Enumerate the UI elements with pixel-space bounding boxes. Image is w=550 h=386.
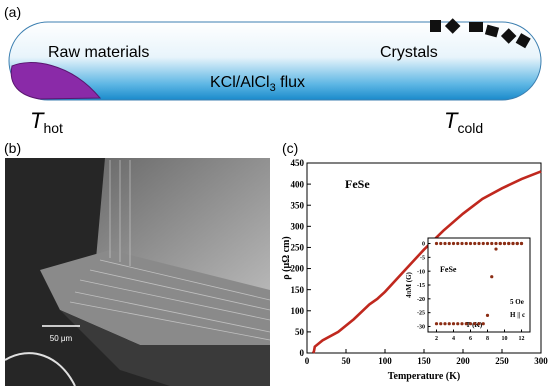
t-symbol: T <box>30 108 45 133</box>
flux-label: KCl/AlCl3 flux <box>210 74 305 94</box>
x-tick-label: 100 <box>378 356 392 366</box>
data-point <box>485 241 490 246</box>
y-tick-label: -10 <box>417 269 425 275</box>
data-point <box>494 241 498 246</box>
panel-label: (a) <box>4 4 21 20</box>
sem-image: 50 μm <box>4 158 271 386</box>
y-axis-label: 4πM (G) <box>405 271 413 297</box>
x-tick-label: 6 <box>469 336 472 342</box>
annotation: FeSe <box>440 265 457 274</box>
y-tick-label: 0 <box>300 348 305 358</box>
x-axis-label: Temperature (K) <box>388 371 461 382</box>
raw-material <box>10 62 102 100</box>
y-tick-label: -20 <box>417 297 425 303</box>
data-point <box>460 322 464 326</box>
y-tick-label: -25 <box>417 311 425 317</box>
data-point <box>468 241 473 246</box>
data-point <box>502 241 507 246</box>
y-tick-label: 200 <box>291 264 305 274</box>
data-point <box>485 313 490 318</box>
x-tick-label: 0 <box>305 356 310 366</box>
t-symbol: T <box>444 108 459 133</box>
x-tick-label: 250 <box>495 356 509 366</box>
x-tick-label: 2 <box>435 336 438 342</box>
panel-label: (b) <box>4 140 21 156</box>
data-point <box>464 241 468 246</box>
data-point <box>468 322 473 326</box>
data-point <box>519 241 524 246</box>
x-tick-label: 300 <box>534 356 548 366</box>
data-point <box>451 322 456 326</box>
t-hot: Thot <box>30 108 63 136</box>
data-point <box>498 241 502 246</box>
y-tick-label: -15 <box>417 283 425 289</box>
flux-subscript: 3 <box>270 82 276 94</box>
data-point <box>443 322 447 326</box>
data-point <box>447 241 451 246</box>
data-point <box>439 322 443 326</box>
data-point <box>481 241 485 246</box>
data-point <box>447 322 451 326</box>
y-tick-label: 100 <box>291 306 305 316</box>
y-tick-label: -5 <box>420 255 425 261</box>
annotation: 5 Oe <box>510 298 524 306</box>
y-tick-label: 300 <box>291 221 305 231</box>
scale-bar-label: 50 μm <box>50 334 73 343</box>
tube <box>8 21 542 101</box>
y-tick-label: 400 <box>291 179 305 189</box>
data-point <box>507 241 511 246</box>
data-point <box>460 241 464 246</box>
flux-text: KCl/AlCl <box>210 74 270 91</box>
panel-label: (c) <box>282 140 298 156</box>
y-tick-label: 350 <box>291 200 305 210</box>
data-point <box>473 322 477 326</box>
y-axis-label: ρ (μΩ cm) <box>281 236 292 279</box>
y-tick-label: 150 <box>291 285 305 295</box>
data-point <box>473 241 477 246</box>
crystal-icons <box>430 18 531 49</box>
y-tick-label: 0 <box>422 242 425 248</box>
x-tick-label: 10 <box>502 336 508 342</box>
plot-frame <box>427 237 531 333</box>
data-point <box>515 241 519 246</box>
t-cold: Tcold <box>444 108 483 136</box>
data-point <box>481 322 485 326</box>
data-point <box>477 241 481 246</box>
y-tick-label: 450 <box>291 158 305 168</box>
data-point <box>443 241 447 246</box>
data-point <box>494 247 498 251</box>
flux-suffix: flux <box>276 74 305 91</box>
data-point <box>451 241 456 246</box>
t-subscript: hot <box>43 120 63 136</box>
data-point <box>464 322 468 326</box>
data-point <box>490 241 494 246</box>
y-tick-label: 250 <box>291 243 305 253</box>
data-point <box>477 322 481 326</box>
data-line <box>312 170 542 354</box>
x-tick-label: 12 <box>519 336 525 342</box>
x-tick-label: 8 <box>486 336 489 342</box>
data-point <box>434 241 439 246</box>
crystals-label: Crystals <box>380 44 438 61</box>
data-point <box>439 241 443 246</box>
data-point <box>490 275 494 279</box>
x-tick-label: 150 <box>417 356 431 366</box>
t-subscript: cold <box>457 120 483 136</box>
x-tick-label: 4 <box>452 336 455 342</box>
y-tick-label: -30 <box>417 325 425 331</box>
x-tick-label: 200 <box>456 356 470 366</box>
annotation: H || c <box>510 311 525 319</box>
data-point <box>456 241 460 246</box>
data-point <box>434 322 439 326</box>
raw-label: Raw materials <box>48 44 149 61</box>
data-point <box>456 322 460 326</box>
annotation: FeSe <box>345 177 370 191</box>
data-point <box>511 241 515 246</box>
x-tick-label: 50 <box>342 356 352 366</box>
y-tick-label: 50 <box>295 327 305 337</box>
